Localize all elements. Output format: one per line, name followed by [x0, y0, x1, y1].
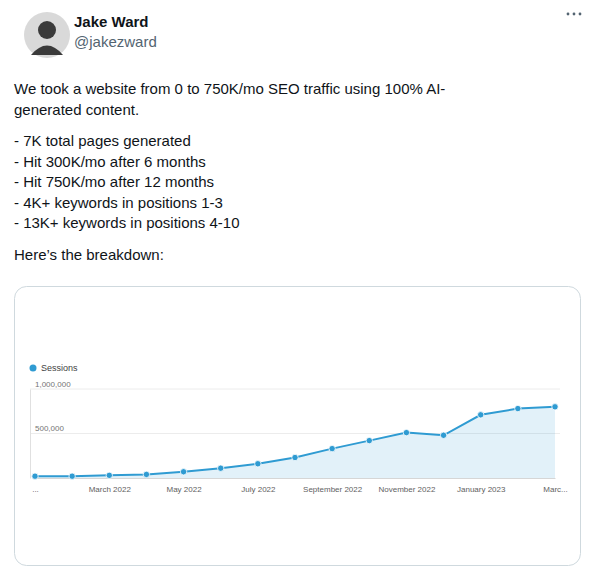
x-tick: July 2022 — [241, 478, 276, 494]
series-marker — [478, 412, 484, 418]
tweet-line: generated content. — [14, 101, 139, 118]
legend-swatch — [30, 365, 37, 372]
more-dot — [567, 13, 570, 16]
tweet-line: Here’s the breakdown: — [14, 246, 164, 263]
tweet-line: - 13K+ keywords in positions 4-10 — [14, 214, 240, 231]
series-marker — [180, 469, 186, 475]
y-axis: 500,000 1,000,000 — [30, 380, 71, 479]
legend-label: Sessions — [41, 363, 78, 373]
more-icon — [567, 13, 582, 16]
x-tick: ... — [32, 478, 39, 494]
chart-card — [15, 287, 581, 566]
x-tick-label: March 2022 — [89, 485, 132, 494]
avatar-bg — [24, 12, 70, 58]
x-axis: ... March 2022 May 2022 July 2022 September … — [32, 478, 568, 494]
legend: Sessions — [30, 363, 79, 373]
x-tick: January 2023 — [457, 478, 506, 494]
x-tick: September 2022 — [303, 478, 363, 494]
x-tick: November 2022 — [378, 478, 435, 494]
series-marker — [69, 473, 75, 479]
x-tick: March 2022 — [89, 478, 132, 494]
x-tick-label: January 2023 — [457, 485, 506, 494]
x-axis-line — [36, 478, 556, 479]
more-dot — [579, 13, 582, 16]
tweet-line: - 4K+ keywords in positions 1-3 — [14, 194, 223, 211]
x-tick-label: November 2022 — [378, 485, 435, 494]
tweet-line: - Hit 300K/mo after 6 months — [14, 153, 206, 170]
series-marker — [329, 445, 335, 451]
series-marker — [515, 405, 521, 411]
plot-area — [32, 404, 558, 480]
y-tick: 1,000,000 — [30, 380, 71, 390]
x-tick-label: Marc... — [543, 485, 567, 494]
series-marker — [440, 432, 446, 438]
tweet-line: - Hit 750K/mo after 12 months — [14, 173, 214, 190]
author-handle: @jakezward — [74, 33, 157, 50]
avatar-body — [31, 46, 63, 56]
y-axis-line — [30, 390, 31, 479]
avatar-head — [38, 21, 56, 39]
x-tick: Marc... — [543, 478, 567, 494]
author-name: Jake Ward — [74, 13, 148, 30]
series-marker — [552, 404, 558, 410]
series-line — [35, 407, 555, 476]
tweet-line: We took a website from 0 to 750K/mo SEO … — [14, 80, 445, 97]
x-tick: May 2022 — [167, 478, 203, 494]
series-marker — [106, 472, 112, 478]
x-tick-label: July 2022 — [241, 485, 276, 494]
avatar — [24, 12, 70, 58]
series-marker — [403, 429, 409, 435]
tweet-line: - 7K total pages generated — [14, 132, 191, 149]
series-marker — [292, 454, 298, 460]
y-tick: 500,000 — [30, 424, 64, 434]
grid-line — [30, 389, 560, 390]
y-tick-label: 500,000 — [35, 424, 64, 433]
series-area — [35, 407, 555, 478]
series-marker — [143, 471, 149, 477]
more-dot — [573, 13, 576, 16]
series-marker — [366, 437, 372, 443]
y-tick-label: 1,000,000 — [35, 380, 71, 389]
series-marker — [218, 465, 224, 471]
series-marker — [32, 473, 38, 479]
x-tick-label: ... — [32, 485, 39, 494]
x-tick-label: September 2022 — [303, 485, 363, 494]
page: Jake Ward @jakezward We took a website fro… — [0, 0, 596, 577]
series-marker — [255, 461, 261, 467]
x-tick-label: May 2022 — [167, 485, 203, 494]
